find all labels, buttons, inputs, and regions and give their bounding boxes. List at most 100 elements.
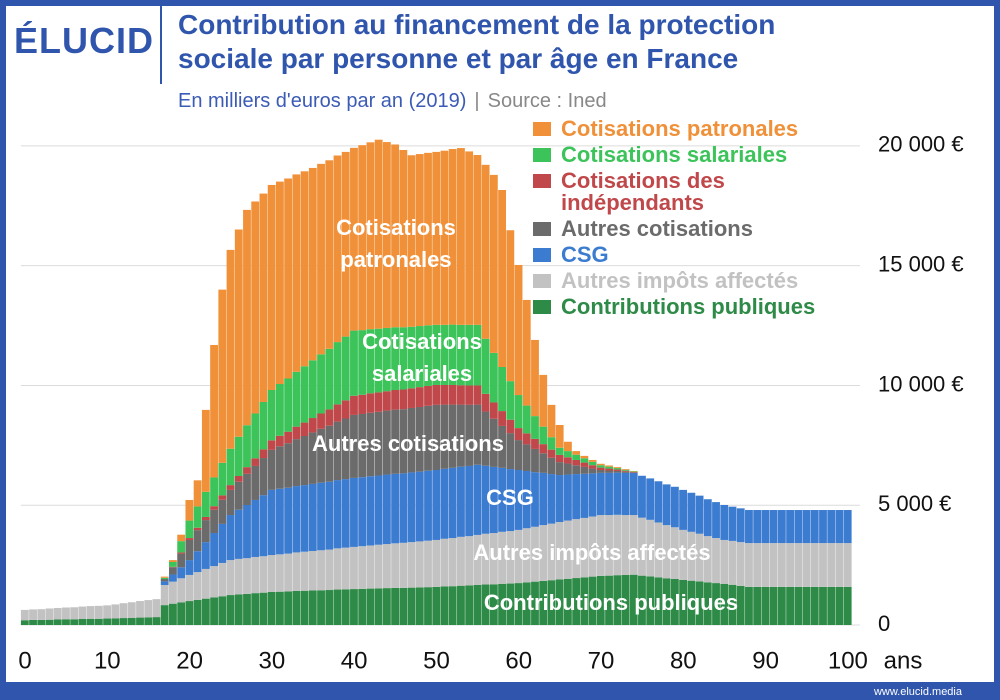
bar-segment xyxy=(341,336,350,401)
bar-segment xyxy=(251,465,260,500)
legend-item: Autres impôts affectés xyxy=(533,270,861,292)
bar-segment xyxy=(218,523,227,563)
bar-segment xyxy=(761,510,770,544)
bar-segment xyxy=(539,580,548,625)
bar-segment xyxy=(234,229,243,437)
bar-segment xyxy=(432,404,441,471)
bar-segment xyxy=(374,411,383,476)
bar-segment xyxy=(621,469,630,470)
bar-segment xyxy=(827,543,836,587)
bar-segment xyxy=(596,470,605,473)
bar-segment xyxy=(350,395,358,415)
bar-segment xyxy=(210,477,218,507)
bar-segment xyxy=(687,531,696,581)
bar-segment xyxy=(169,567,177,575)
bar-segment xyxy=(745,586,753,625)
bar-segment xyxy=(333,404,342,422)
bar-segment xyxy=(555,424,564,448)
annotation: Autres impôts affectés xyxy=(473,540,711,565)
x-tick-label: 20 xyxy=(176,647,203,674)
bar-segment xyxy=(399,473,408,543)
bar-segment xyxy=(580,466,589,474)
footer[interactable]: www.elucid.media xyxy=(873,686,962,698)
bar-segment xyxy=(275,435,284,447)
bar-segment xyxy=(555,462,564,476)
bar-segment xyxy=(432,470,441,540)
annotation: CSG xyxy=(486,485,534,510)
bar-segment xyxy=(555,454,564,463)
bar-segment xyxy=(366,476,375,546)
bar-segment xyxy=(333,342,342,405)
bar-segment xyxy=(473,155,482,325)
bar-segment xyxy=(234,481,243,510)
bar-segment xyxy=(185,560,194,575)
bar-segment xyxy=(366,412,375,477)
bar-segment xyxy=(432,384,441,405)
bar-segment xyxy=(547,580,556,625)
bar-segment xyxy=(415,407,424,472)
bar-segment xyxy=(358,330,367,395)
bar-segment xyxy=(539,453,548,473)
bar-segment xyxy=(703,536,712,583)
bar-segment xyxy=(284,443,293,488)
bar-segment xyxy=(506,469,515,532)
bar-segment xyxy=(234,594,243,625)
bar-segment xyxy=(605,466,613,469)
bar-segment xyxy=(448,586,457,625)
legend-item: Cotisations des indépendants xyxy=(533,170,861,214)
bar-segment xyxy=(613,469,622,471)
bar-segment xyxy=(407,587,416,625)
bar-segment xyxy=(193,506,202,528)
bar-segment xyxy=(424,470,432,541)
bar-segment xyxy=(169,560,177,562)
legend-swatch xyxy=(533,274,551,288)
separator xyxy=(160,6,162,84)
bar-segment xyxy=(341,418,350,480)
x-tick-label: 100 xyxy=(828,647,868,674)
bar-segment xyxy=(341,547,350,590)
legend-swatch xyxy=(533,148,551,162)
bar-segment xyxy=(374,328,383,393)
bar-segment xyxy=(259,495,268,557)
x-tick-label: 70 xyxy=(588,647,615,674)
bar-segment xyxy=(605,465,613,467)
legend-swatch xyxy=(533,174,551,188)
bar-segment xyxy=(563,457,572,464)
bar-segment xyxy=(333,480,342,549)
bar-segment xyxy=(45,619,54,625)
bar-segment xyxy=(819,510,827,544)
bar-segment xyxy=(712,502,720,539)
bar-segment xyxy=(358,394,367,414)
bar-segment xyxy=(284,431,293,444)
bar-segment xyxy=(621,472,630,516)
annotation: Autres cotisations xyxy=(312,431,504,456)
bar-segment xyxy=(531,472,539,527)
bar-segment xyxy=(300,435,309,486)
bar-segment xyxy=(465,465,474,537)
bar-segment xyxy=(555,521,564,580)
bar-segment xyxy=(794,510,803,544)
bar-segment xyxy=(317,354,325,414)
bar-segment xyxy=(275,181,284,385)
bar-segment xyxy=(210,533,218,567)
bar-segment xyxy=(218,289,227,463)
bar-segment xyxy=(325,348,334,410)
bar-segment xyxy=(695,581,704,625)
bar-segment xyxy=(127,602,136,618)
annotation: Cotisations salariales xyxy=(362,329,482,386)
bar-segment xyxy=(654,522,663,578)
bar-segment xyxy=(498,425,506,468)
bar-segment xyxy=(720,539,729,584)
bar-segment xyxy=(210,344,218,478)
bar-segment xyxy=(440,150,449,325)
bar-segment xyxy=(432,324,441,385)
bar-segment xyxy=(317,413,325,429)
bar-segment xyxy=(333,155,342,343)
bar-segment xyxy=(86,618,95,625)
x-tick-label: 30 xyxy=(259,647,286,674)
bar-segment xyxy=(514,470,523,530)
bar-segment xyxy=(531,581,539,625)
bar-segment xyxy=(440,404,449,469)
bar-segment xyxy=(473,534,482,585)
logo[interactable]: ÉLUCID xyxy=(14,20,154,61)
